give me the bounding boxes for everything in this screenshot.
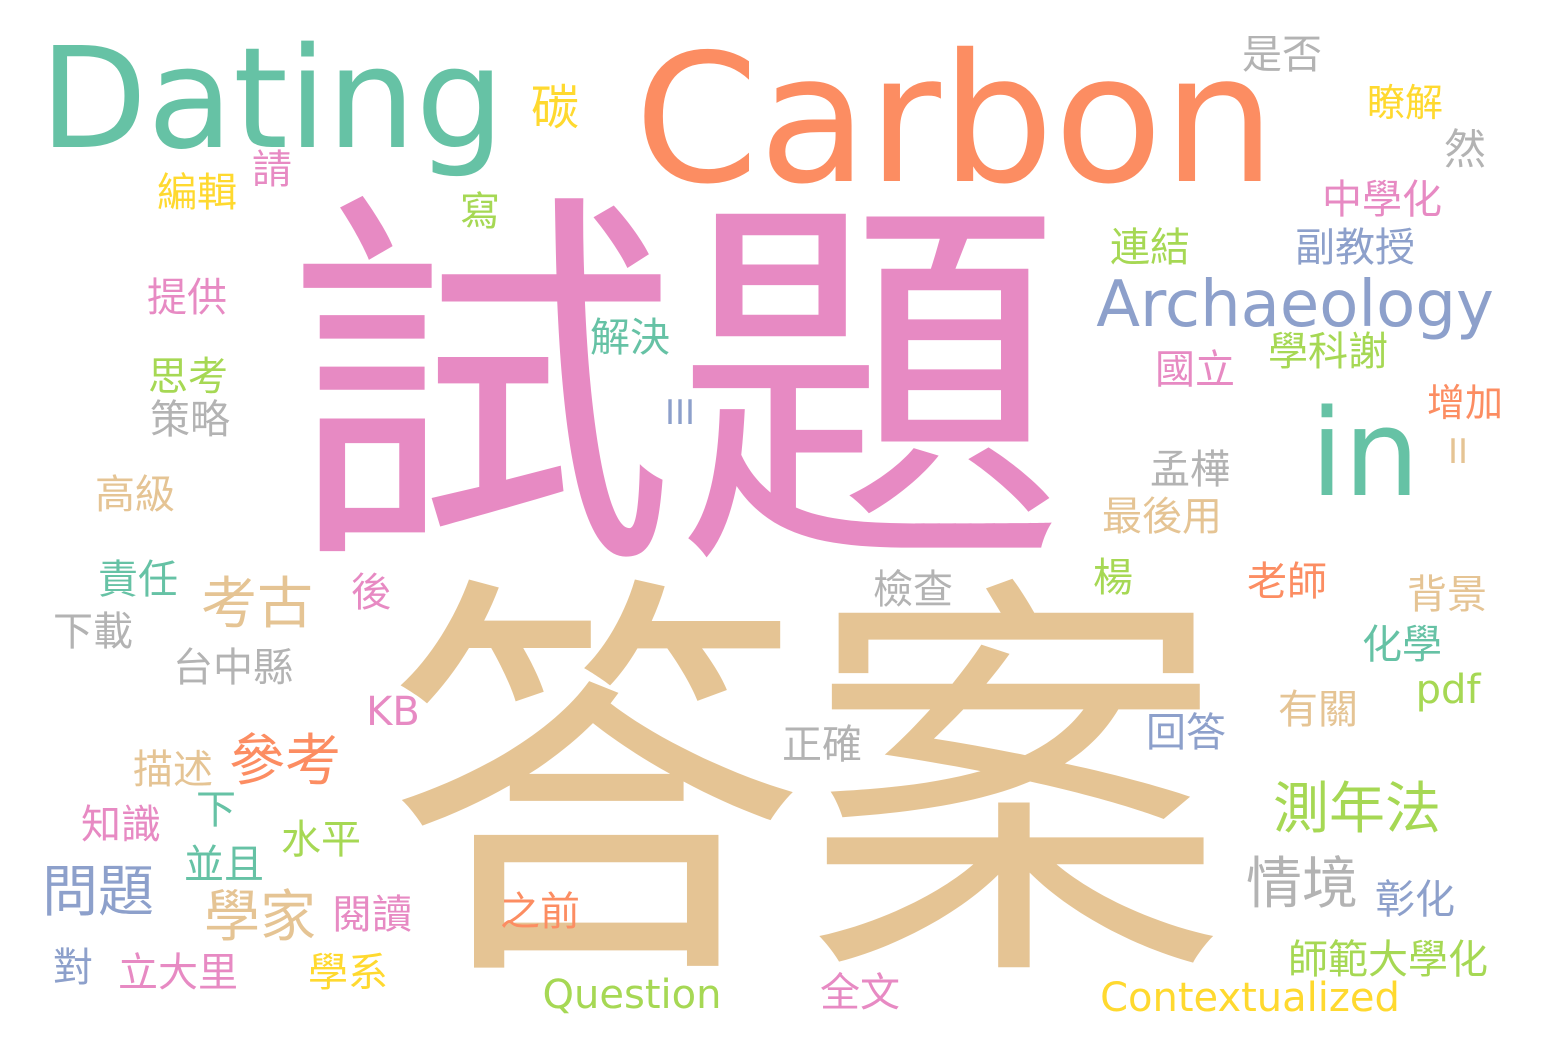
word-iii: III [664,393,696,433]
word-shifou: 是否 [1242,32,1322,78]
word-guoli: 國立 [1155,347,1235,393]
word-xuejia: 學家 [204,885,316,950]
word-menghua: 孟樺 [1150,447,1230,493]
word-zhanghua: 彰化 [1375,877,1455,923]
word-bianji: 編輯 [157,170,237,216]
word-zhiqian: 之前 [500,889,580,935]
word-tigong: 提供 [147,275,227,321]
word-xie: 寫 [460,189,500,235]
word-jiejue: 解決 [590,315,670,361]
word-cenianfa: 測年法 [1273,777,1441,842]
word-yang: 楊 [1093,555,1133,601]
word-contextualized: Contextualized [1100,975,1400,1021]
word-in: in [1310,385,1420,524]
word-zhongxuehua: 中學化 [1322,177,1442,223]
word-xia: 下 [196,787,236,833]
word-yuedu: 閱讀 [332,892,412,938]
word-liaojie: 瞭解 [1366,81,1444,125]
word-huaxue: 化學 [1362,622,1442,668]
word-qingjing: 情境 [1246,852,1358,917]
word-pdf: pdf [1415,667,1481,713]
word-wenti: 問題 [42,860,154,925]
word-ii: II [1447,432,1469,472]
word-hou: 後 [351,570,391,616]
word-shifandaxuehua: 師範大學化 [1288,937,1488,983]
word-tan: 碳 [530,80,580,136]
word-shiti: 試題 [285,163,1065,617]
word-zhengque: 正確 [782,722,862,768]
word-archaeology: Archaeology [1096,268,1494,342]
word-shuiping: 水平 [281,817,361,863]
word-xuexi: 學系 [308,950,388,996]
word-jiancha: 檢查 [873,567,953,613]
word-bingqie: 並且 [184,842,264,888]
word-zengjia: 增加 [1426,381,1504,425]
word-laoshi: 老師 [1247,559,1327,605]
word-daan: 答案 [385,545,1225,1034]
word-celue: 策略 [150,397,230,443]
word-xiazai: 下載 [53,609,133,655]
word-beijing: 背景 [1407,572,1487,618]
word-carbon: Carbon [634,16,1276,223]
word-huida: 回答 [1146,710,1226,756]
word-zhishi: 知識 [81,802,161,848]
word-zeren: 責任 [98,557,178,603]
word-miaoshu: 描述 [133,747,213,793]
word-kb: KB [366,689,420,735]
word-xuekexie: 學科謝 [1268,329,1388,375]
word-cankao: 參考 [229,729,341,794]
word-dui: 對 [53,945,93,991]
word-kaogu: 考古 [201,572,313,637]
word-sikao: 思考 [148,354,228,400]
word-zuihouyong: 最後用 [1102,494,1222,540]
word-question: Question [542,972,722,1018]
word-quanwen: 全文 [820,970,900,1016]
word-lidali: 立大里 [118,950,238,996]
word-fujiaoshou: 副教授 [1295,225,1415,271]
word-youguan: 有關 [1278,687,1358,733]
word-gaoji: 高級 [95,472,175,518]
word-lianjie: 連結 [1110,225,1190,271]
word-dating: Dating [39,18,505,181]
word-qing: 請 [252,147,292,193]
word-taizhongxian: 台中縣 [173,645,293,691]
word-ran: 然 [1443,125,1487,174]
